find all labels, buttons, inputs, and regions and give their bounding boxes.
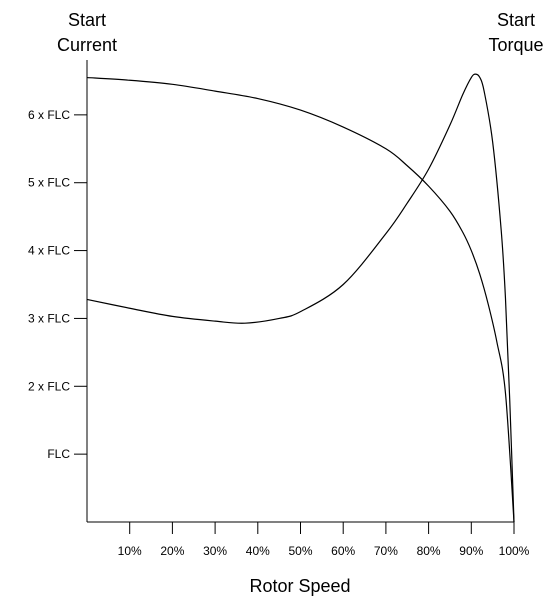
x-tick-label: 70% [374, 544, 398, 558]
x-tick-label: 90% [459, 544, 483, 558]
x-tick-label: 30% [203, 544, 227, 558]
y-tick-label: FLC [47, 447, 70, 461]
left-axis-title-line-2: Current [57, 35, 117, 55]
x-tick-label: 20% [160, 544, 184, 558]
x-axis-label: Rotor Speed [249, 576, 350, 596]
x-tick-label: 100% [499, 544, 530, 558]
y-ticks: FLC 2 x FLC 3 x FLC 4 x FLC 5 x FLC 6 x FLC [28, 108, 87, 461]
x-tick-label: 50% [288, 544, 312, 558]
y-tick-label: 4 x FLC [28, 244, 70, 258]
current-curve [86, 76, 515, 523]
left-axis-title-line-1: Start [68, 10, 106, 30]
axes [86, 60, 514, 523]
y-tick-label: 2 x FLC [28, 379, 70, 393]
y-tick-label: 3 x FLC [28, 311, 70, 325]
curves [86, 73, 515, 523]
x-ticks: 10% 20% 30% 40% 50% 60% 70% 80% 90% 100% [118, 522, 530, 558]
right-axis-title-line-1: Start [497, 10, 535, 30]
x-tick-label: 60% [331, 544, 355, 558]
y-tick-label: 6 x FLC [28, 108, 70, 122]
torque-curve [86, 73, 515, 523]
x-tick-label: 40% [246, 544, 270, 558]
y-tick-label: 5 x FLC [28, 176, 70, 190]
x-tick-label: 10% [118, 544, 142, 558]
right-axis-title-line-2: Torque [488, 35, 543, 55]
x-tick-label: 80% [417, 544, 441, 558]
